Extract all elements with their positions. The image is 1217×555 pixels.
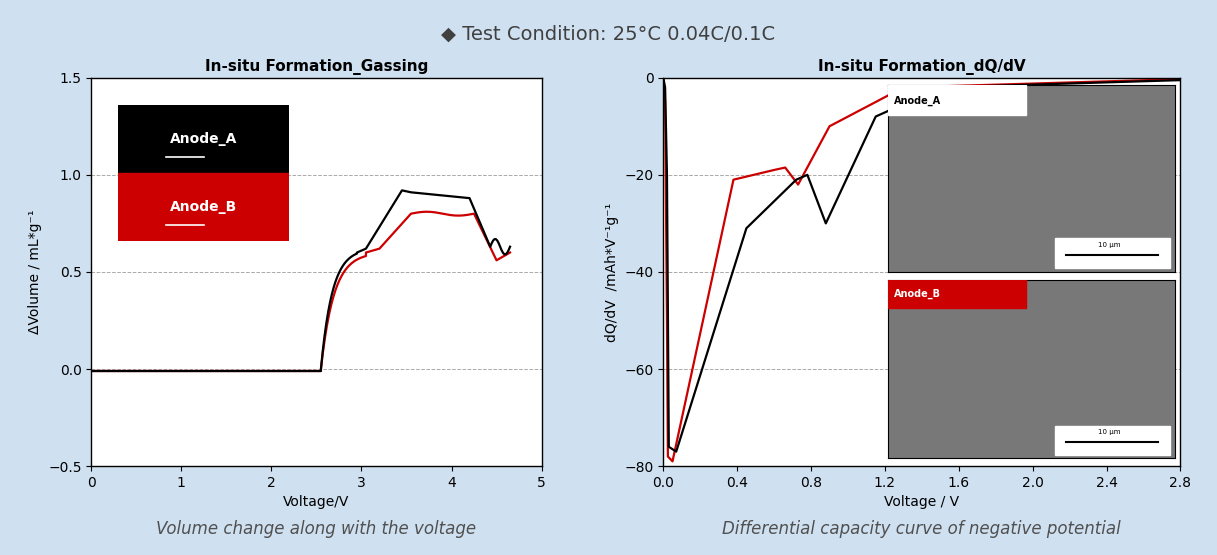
X-axis label: Voltage / V: Voltage / V: [885, 496, 959, 509]
Text: Volume change along with the voltage: Volume change along with the voltage: [156, 521, 477, 538]
Text: Differential capacity curve of negative potential: Differential capacity curve of negative …: [722, 521, 1121, 538]
Y-axis label: ΔVolume / mL*g⁻¹: ΔVolume / mL*g⁻¹: [28, 210, 43, 334]
Y-axis label: dQ/dV  /mAh*V⁻¹g⁻¹: dQ/dV /mAh*V⁻¹g⁻¹: [605, 203, 618, 341]
Title: In-situ Formation_dQ/dV: In-situ Formation_dQ/dV: [818, 59, 1026, 75]
X-axis label: Voltage/V: Voltage/V: [284, 496, 349, 509]
Text: ◆ Test Condition: 25°C 0.04C/0.1C: ◆ Test Condition: 25°C 0.04C/0.1C: [442, 25, 775, 44]
Title: In-situ Formation_Gassing: In-situ Formation_Gassing: [204, 59, 428, 75]
